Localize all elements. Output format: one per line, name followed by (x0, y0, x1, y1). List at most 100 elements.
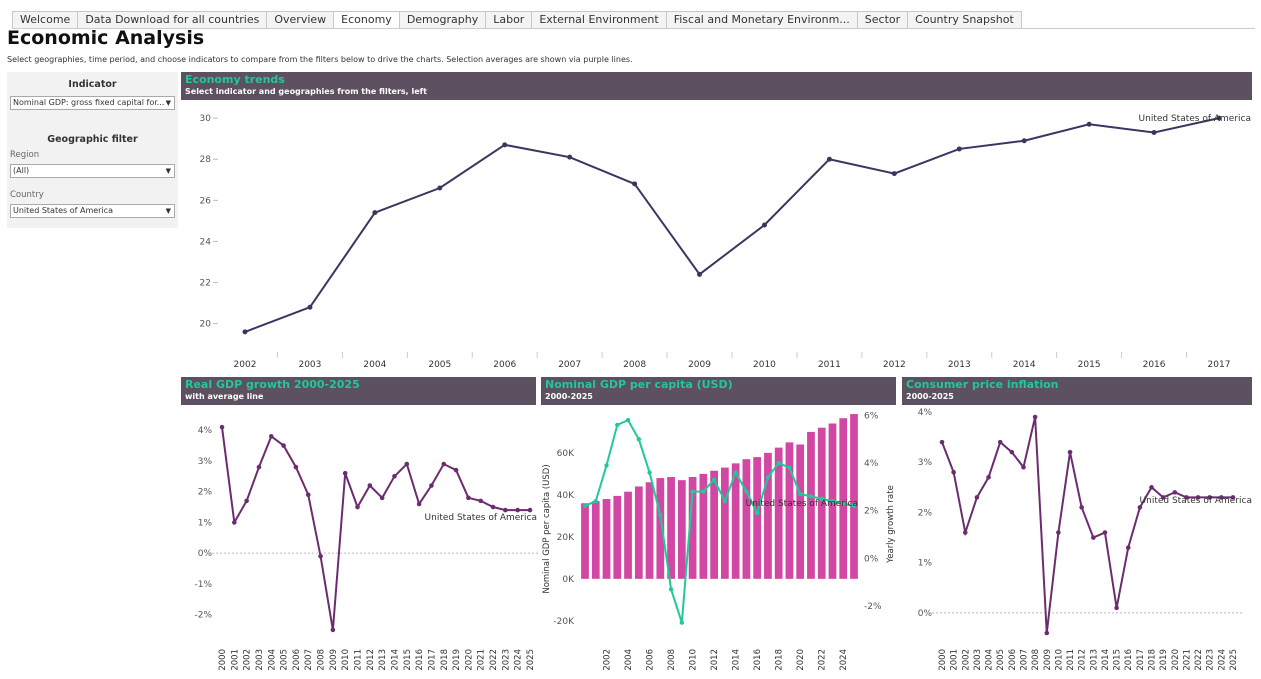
tab-labor[interactable]: Labor (485, 11, 533, 28)
x-tick-label: 2008 (667, 649, 677, 671)
country-dropdown[interactable]: United States of America ▼ (10, 204, 175, 218)
x-tick-label: 2022 (818, 649, 828, 671)
data-point (219, 424, 225, 430)
y-tick-label: 40K (557, 491, 575, 501)
data-point (502, 142, 508, 148)
x-tick-label: 2024 (514, 649, 524, 671)
data-point (765, 475, 771, 480)
tab-fiscal-and-monetary-environm[interactable]: Fiscal and Monetary Environm... (665, 11, 858, 28)
series-label: United States of America (425, 513, 537, 523)
bar (807, 431, 815, 579)
tab-welcome[interactable]: Welcome (12, 11, 79, 28)
x-tick-label: 2020 (464, 649, 474, 671)
x-tick-label: 2005 (996, 649, 1006, 671)
x-tick-label: 2013 (948, 360, 971, 370)
y-tick-label: 26 (200, 196, 212, 206)
data-point (679, 620, 685, 625)
x-tick-label: 2000 (218, 649, 228, 671)
x-tick-label: 2016 (415, 649, 425, 671)
bar (613, 495, 622, 579)
data-point (658, 513, 663, 518)
series-label: United States of America (1140, 496, 1252, 506)
y-axis-label: Nominal GDP per capita (USD) (542, 464, 552, 593)
indicator-value: Nominal GDP: gross fixed capital for... (13, 98, 165, 107)
x-tick-label: 2015 (403, 649, 413, 671)
x-tick-label: 2018 (775, 649, 785, 671)
bar (645, 482, 654, 579)
data-point (939, 439, 945, 445)
bar (721, 467, 729, 579)
indicator-dropdown[interactable]: Nominal GDP: gross fixed capital for... … (10, 96, 175, 110)
y-tick-label: 0% (918, 609, 933, 619)
indicator-heading: Indicator (68, 79, 117, 90)
data-point (1114, 605, 1119, 611)
x-tick-label: 2005 (280, 649, 290, 671)
x-tick-label: 2011 (354, 649, 364, 671)
y-tick-label: 3% (198, 457, 213, 467)
data-point (787, 465, 792, 470)
x-tick-label: 2002 (961, 649, 971, 671)
data-point (404, 461, 410, 467)
tab-overview[interactable]: Overview (266, 11, 335, 28)
y-tick-label: 3% (918, 458, 933, 468)
data-point (1086, 121, 1092, 127)
data-point (625, 417, 631, 423)
cpi-chart[interactable]: 4%3%2%1%0%2000 2001 2002 2003 2004 2005 2006 20… (902, 405, 1254, 679)
y-tick-label: 28 (200, 155, 212, 165)
data-point (690, 489, 695, 494)
bar (591, 501, 600, 579)
country-label: Country (10, 190, 44, 200)
x-tick-label: 2012 (710, 649, 720, 671)
y-tick-label: -2% (194, 611, 212, 621)
y-tick-label: 2% (198, 488, 213, 498)
gdp-per-capita-subtitle: 2000-2025 (545, 392, 593, 401)
data-point (305, 492, 311, 498)
y-tick-label: 22 (200, 279, 211, 289)
data-point (1102, 530, 1108, 535)
tab-demography[interactable]: Demography (398, 11, 487, 28)
data-point (429, 483, 434, 488)
x-tick-label: 2025 (526, 649, 536, 671)
series-line (221, 427, 530, 631)
x-tick-label: 2007 (304, 649, 314, 671)
data-point (722, 498, 728, 504)
data-point (733, 470, 738, 475)
y-tick-label: 30 (200, 114, 212, 124)
x-tick-label: 2020 (796, 649, 806, 671)
cpi-header: Consumer price inflation 2000-2025 (902, 377, 1252, 405)
data-point (307, 304, 313, 310)
y-tick-label: 60K (557, 449, 575, 459)
bar (731, 463, 740, 579)
gdp-per-capita-chart[interactable]: -20K 0K 20K 40K 60K -2% 0% 2% 4% 6% Nominal GDP pe… (541, 405, 901, 679)
x-tick-label: 2017 (427, 649, 437, 671)
bar (850, 414, 858, 579)
data-point (615, 422, 620, 428)
series-label: United States of America (1139, 114, 1251, 124)
tab-bar: Welcome Data Download for all countries Ov… (12, 11, 1255, 29)
series-label: United States of America (746, 499, 858, 509)
bar (742, 459, 751, 579)
x-tick-label: 2021 (477, 649, 487, 671)
gdp-per-capita-title: Nominal GDP per capita (USD) (545, 378, 733, 391)
tab-external-environment[interactable]: External Environment (531, 11, 667, 28)
data-point (1021, 138, 1027, 144)
economy-trends-chart[interactable]: 20 22 24 26 28 30 2002 2003 2004 2005 2006 2007 2008… (181, 100, 1252, 375)
tab-data-download-for-all-countries[interactable]: Data Download for all countries (77, 11, 268, 28)
data-point (986, 474, 991, 480)
data-point (244, 498, 249, 504)
x-tick-label: 2021 (1182, 649, 1192, 671)
x-tick-label: 2012 (1078, 649, 1088, 671)
x-tick-label: 2013 (1089, 649, 1099, 671)
data-point (281, 443, 286, 448)
tab-economy[interactable]: Economy (333, 11, 400, 28)
tab-sector[interactable]: Sector (856, 11, 909, 28)
data-point (515, 507, 520, 513)
data-point (355, 504, 360, 510)
data-point (974, 495, 980, 500)
y-tick-label: 1% (198, 518, 213, 528)
tab-country-snapshot[interactable]: Country Snapshot (907, 11, 1022, 28)
data-point (891, 171, 897, 177)
data-point (1149, 485, 1154, 490)
region-dropdown[interactable]: (All) ▼ (10, 164, 175, 178)
gdp-growth-chart[interactable]: 4% 3% 2% 1% 0% -1% -2% 2000 2001 2002 2003 2004 2005… (181, 405, 539, 679)
